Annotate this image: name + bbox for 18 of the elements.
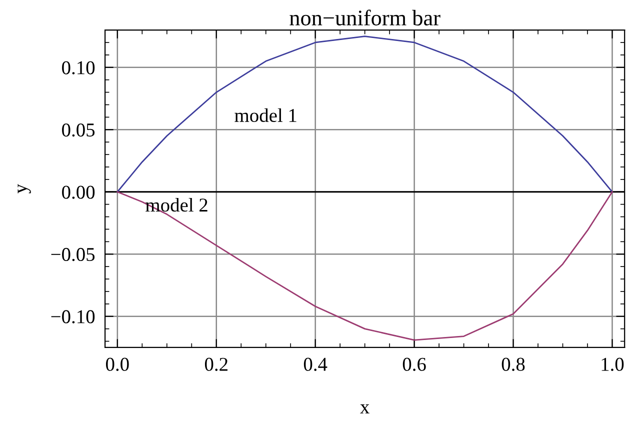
x-tick-label: 0.6 [402,358,426,371]
y-tick-label: 0.00 [62,186,95,199]
x-tick-label: 1.0 [602,358,624,371]
y-tick-label: −0.05 [51,248,95,262]
x-tick-label: 0.0 [106,358,129,371]
y-tick-label: −0.10 [51,310,95,324]
x-tick-label: 0.8 [502,358,525,371]
x-tick-label: 0.4 [304,358,328,371]
line-series [116,191,613,341]
x-axis-title: x [360,404,370,414]
series-label: model 2 [146,198,208,212]
y-tick-label: 0.05 [62,123,95,137]
series-label: model 1 [234,108,296,122]
line-series [116,36,613,193]
y-axis-title: y [18,184,31,194]
y-tick-label: 0.10 [62,61,95,74]
x-tick-label: 0.2 [204,358,228,371]
chart-title: non−uniform bar [290,10,440,26]
